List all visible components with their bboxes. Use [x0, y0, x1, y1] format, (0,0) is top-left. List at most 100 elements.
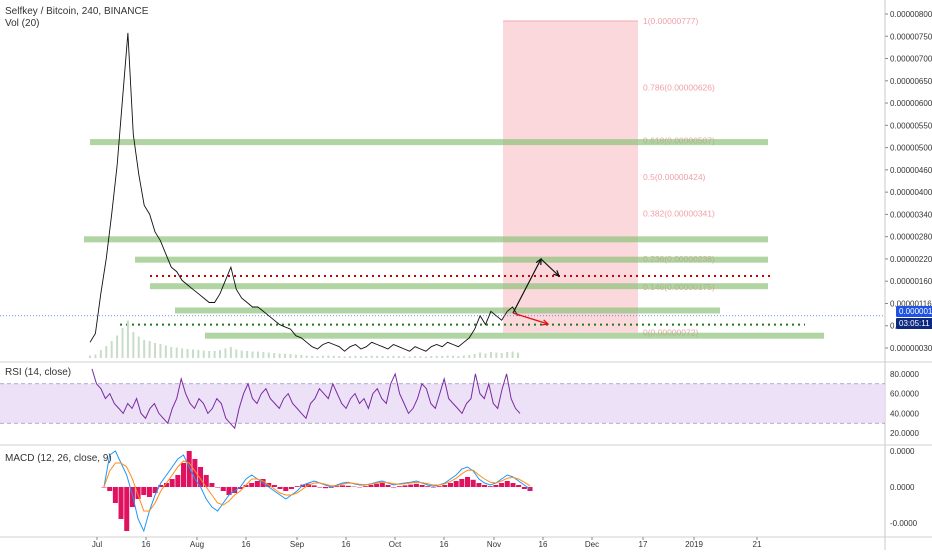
macd-histogram-bar: [488, 486, 493, 487]
volume-bar: [289, 354, 291, 358]
volume-bar: [419, 356, 421, 358]
price-tick-label: 0.00000750: [890, 32, 932, 41]
volume-bar: [452, 356, 454, 358]
volume-bar: [354, 356, 356, 358]
macd-histogram-bar: [368, 485, 373, 487]
macd-histogram-bar: [317, 487, 322, 488]
macd-histogram-bar: [295, 486, 300, 487]
support-resistance-zone: [90, 139, 768, 145]
macd-histogram-bar: [340, 485, 345, 487]
volume-bar: [327, 356, 329, 359]
macd-histogram-bar: [107, 487, 112, 491]
macd-histogram-bar: [323, 487, 328, 488]
volume-bar: [203, 351, 205, 359]
rsi-tick-label: 20.0000: [890, 429, 919, 438]
macd-tick-label: 0.0000: [890, 483, 915, 492]
macd-histogram-bar: [221, 487, 226, 491]
volume-bar: [89, 356, 91, 359]
volume-bar: [306, 356, 308, 359]
macd-histogram-bar: [346, 486, 351, 487]
fib-level-label: 1(0.00000777): [643, 16, 698, 26]
volume-bar: [105, 346, 107, 358]
rsi-band: [0, 384, 885, 424]
macd-histogram-bar: [437, 486, 442, 487]
price-tick-label: 0.00000800: [890, 10, 932, 19]
fib-level-label: 0.382(0.00000341): [643, 209, 715, 219]
macd-histogram-bar: [386, 485, 391, 487]
macd-histogram-bar: [442, 485, 447, 487]
volume-bar: [484, 354, 486, 359]
price-tick-label: 0.00000700: [890, 55, 932, 64]
price-tick-label: 0.00000220: [890, 255, 932, 264]
volume-bar: [344, 357, 346, 359]
macd-histogram-bar: [283, 487, 288, 491]
macd-histogram-bar: [209, 483, 214, 487]
macd-histogram-bar: [363, 486, 368, 487]
macd-histogram-bar: [119, 487, 124, 519]
volume-bar: [176, 348, 178, 359]
volume-bar: [371, 356, 373, 359]
volume-bar: [208, 351, 210, 358]
volume-bar: [284, 354, 286, 358]
volume-bar: [111, 341, 113, 358]
macd-histogram-bar: [374, 484, 379, 487]
volume-bar: [143, 340, 145, 358]
volume-bar: [122, 328, 124, 358]
macd-histogram-bar: [102, 487, 107, 488]
volume-bar: [447, 356, 449, 359]
volume-bar: [403, 356, 405, 358]
price-tick-label: 0.00000160: [890, 277, 932, 286]
macd-tick-label: -0.0000: [890, 519, 918, 528]
volume-bar: [273, 353, 275, 358]
macd-histogram-bar: [255, 481, 260, 487]
x-tick-label: 16: [242, 540, 251, 549]
macd-histogram-bar: [465, 477, 470, 487]
volume-bar: [398, 356, 400, 358]
macd-histogram-bar: [391, 487, 396, 488]
macd-histogram-bar: [147, 487, 152, 497]
volume-bar: [425, 357, 427, 359]
macd-histogram-bar: [124, 487, 129, 531]
price-tick-label: 0.00000500: [890, 144, 932, 153]
x-tick-label: 16: [142, 540, 151, 549]
macd-histogram-bar: [482, 485, 487, 487]
volume-bar: [512, 352, 514, 359]
macd-histogram-bar: [181, 463, 186, 487]
volume-bar: [409, 357, 411, 359]
volume-bar: [317, 356, 319, 358]
macd-histogram-bar: [215, 487, 220, 488]
volume-bar: [349, 356, 351, 358]
macd-histogram-bar: [454, 481, 459, 487]
x-tick-label: Sep: [290, 540, 305, 549]
price-tick-label: 0.00000400: [890, 188, 932, 197]
x-tick-label: 17: [639, 540, 648, 549]
x-tick-label: 21: [753, 540, 762, 549]
x-tick-label: 2019: [685, 540, 703, 549]
volume-bar: [457, 356, 459, 358]
volume-bar: [235, 350, 237, 359]
macd-histogram-bar: [272, 485, 277, 487]
volume-bar: [165, 346, 167, 359]
volume-bar: [382, 356, 384, 358]
volume-bar: [414, 356, 416, 358]
macd-histogram-bar: [448, 483, 453, 487]
macd-histogram-bar: [505, 481, 510, 487]
macd-histogram-bar: [403, 485, 408, 487]
price-tick-label: 0.00000600: [890, 99, 932, 108]
volume-bar: [219, 350, 221, 358]
macd-tick-label: 0.0000: [890, 447, 915, 456]
volume-bar: [154, 343, 156, 358]
macd-histogram-bar: [175, 475, 180, 487]
macd-histogram-bar: [278, 487, 283, 489]
volume-bar: [468, 355, 470, 358]
countdown-badge: 03:05:11: [896, 318, 932, 329]
macd-histogram-bar: [334, 486, 339, 487]
price-tick-label: 0.00000030: [890, 344, 932, 353]
macd-histogram-bar: [471, 480, 476, 487]
macd-histogram-bar: [249, 483, 254, 487]
volume-bar: [100, 350, 102, 358]
macd-histogram-bar: [493, 485, 498, 487]
volume-bar: [463, 356, 465, 359]
current-price-badge: 0.00000116: [896, 306, 932, 317]
volume-bar: [338, 356, 340, 358]
